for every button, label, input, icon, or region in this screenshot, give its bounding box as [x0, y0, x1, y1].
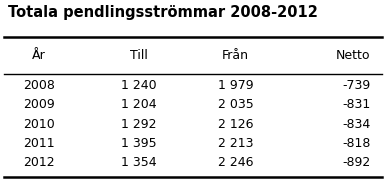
Text: -739: -739	[342, 79, 371, 92]
Text: 2009: 2009	[23, 98, 54, 111]
Text: -892: -892	[342, 156, 371, 169]
Text: År: År	[32, 49, 46, 62]
Text: 2 213: 2 213	[218, 137, 253, 150]
Text: -831: -831	[342, 98, 371, 111]
Text: -818: -818	[342, 137, 371, 150]
Text: 1 292: 1 292	[121, 118, 157, 131]
Text: 2010: 2010	[23, 118, 54, 131]
Text: 1 204: 1 204	[121, 98, 157, 111]
Text: 2 126: 2 126	[218, 118, 253, 131]
Text: 1 240: 1 240	[121, 79, 157, 92]
Text: 2 246: 2 246	[218, 156, 253, 169]
Text: 2011: 2011	[23, 137, 54, 150]
Text: 2008: 2008	[23, 79, 54, 92]
Text: 1 395: 1 395	[121, 137, 157, 150]
Text: 2012: 2012	[23, 156, 54, 169]
Text: Netto: Netto	[336, 49, 371, 62]
Text: Till: Till	[130, 49, 148, 62]
Text: 2 035: 2 035	[218, 98, 253, 111]
Text: 1 354: 1 354	[121, 156, 157, 169]
Text: Från: Från	[222, 49, 249, 62]
Text: Totala pendlingsströmmar 2008-2012: Totala pendlingsströmmar 2008-2012	[8, 5, 318, 20]
Text: -834: -834	[342, 118, 371, 131]
Text: 1 979: 1 979	[218, 79, 253, 92]
